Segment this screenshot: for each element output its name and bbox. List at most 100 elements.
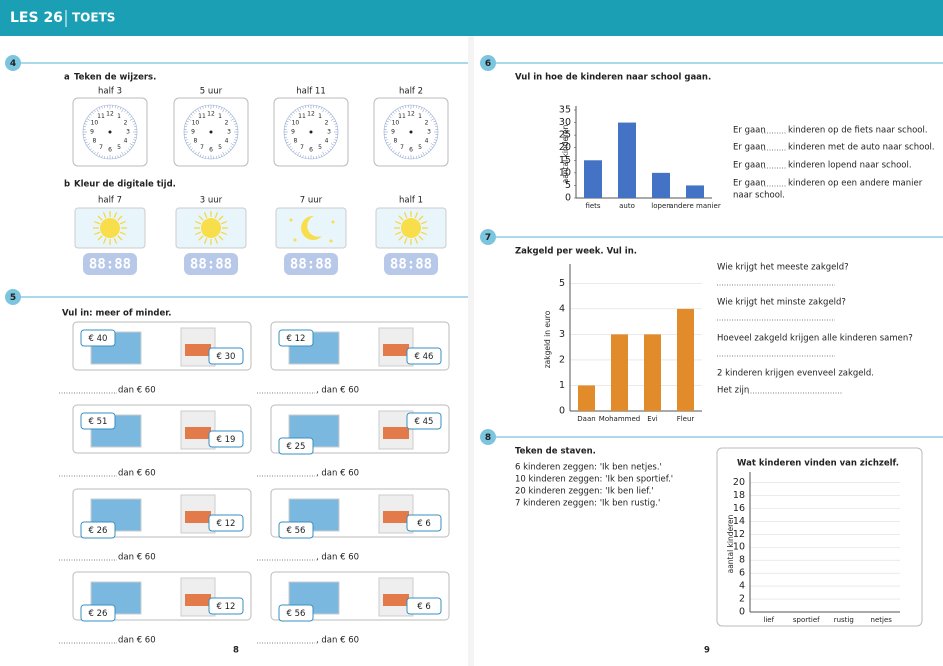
clock-tick bbox=[205, 155, 207, 159]
clock-tick bbox=[285, 139, 288, 141]
clock-tick bbox=[227, 111, 230, 114]
star bbox=[331, 220, 335, 224]
clock-label: 5 uur bbox=[200, 87, 223, 97]
x-tick-label: auto bbox=[619, 202, 635, 210]
sun-ray bbox=[420, 220, 427, 225]
x-tick-label: Fleur bbox=[677, 415, 695, 423]
question: Hoeveel zakgeld krijgen alle kinderen sa… bbox=[717, 334, 913, 344]
clock-label: half 3 bbox=[98, 87, 122, 97]
y-axis-label: zakgeld in euro bbox=[543, 310, 552, 368]
clock-tick bbox=[427, 111, 430, 114]
exercise-number: 6 bbox=[485, 59, 491, 69]
clock-tick bbox=[405, 155, 407, 159]
y-tick-label: 30 bbox=[559, 117, 571, 128]
clock-tick bbox=[101, 155, 103, 158]
product-image-detail bbox=[185, 427, 211, 439]
y-tick-label: 5 bbox=[559, 278, 565, 289]
chart-title: Wat kinderen vinden van zichzelf. bbox=[737, 459, 899, 469]
clock-tick bbox=[234, 136, 238, 138]
clock-tick bbox=[185, 139, 188, 141]
clock-tick bbox=[286, 120, 289, 123]
digital-digits: 88:88 bbox=[290, 257, 332, 273]
clock-tick bbox=[129, 143, 134, 146]
clock-tick bbox=[189, 115, 192, 118]
clock-tick bbox=[318, 155, 320, 158]
clock-tick bbox=[84, 123, 87, 125]
clock-tick bbox=[334, 126, 338, 128]
clock-number: 4 bbox=[124, 138, 128, 145]
sun-ray bbox=[203, 212, 208, 219]
product-image-detail bbox=[383, 427, 409, 439]
bar bbox=[652, 172, 670, 198]
page-number: 8 bbox=[233, 646, 239, 656]
y-tick-label: 20 bbox=[559, 142, 571, 153]
clock-tick bbox=[121, 151, 124, 156]
price-tag bbox=[208, 514, 244, 532]
clock-number: 12 bbox=[207, 111, 215, 118]
clock-tick bbox=[192, 150, 195, 153]
clock-tick bbox=[297, 108, 300, 113]
clock-tick bbox=[194, 151, 197, 154]
clock-tick bbox=[197, 108, 200, 113]
clock-tick bbox=[434, 139, 437, 141]
clock-number: 9 bbox=[90, 129, 94, 136]
clock-tick bbox=[305, 105, 307, 109]
clock-tick bbox=[220, 154, 223, 157]
y-tick-label: 12 bbox=[733, 529, 745, 540]
clock-tick bbox=[233, 120, 236, 123]
clock-tick bbox=[222, 108, 225, 113]
digital-digits: 88:88 bbox=[390, 257, 432, 273]
clock-tick bbox=[402, 155, 404, 158]
clock-tick bbox=[190, 148, 193, 151]
clock-tick bbox=[124, 110, 127, 113]
moon bbox=[301, 215, 322, 240]
clock-tick bbox=[287, 118, 292, 121]
sun bbox=[201, 218, 221, 238]
clock-tick bbox=[85, 141, 88, 144]
clock-tick bbox=[327, 150, 330, 153]
exercise-number: 5 bbox=[10, 293, 16, 303]
clock-number: 3 bbox=[327, 129, 331, 136]
y-axis-label: aantal kinderen bbox=[726, 514, 735, 573]
clock-number: 4 bbox=[225, 138, 229, 145]
sun-ray bbox=[97, 235, 103, 241]
clock-tick bbox=[129, 118, 134, 121]
sentence: naar school. bbox=[733, 191, 785, 201]
clock-tick bbox=[325, 110, 328, 113]
clock-tick bbox=[114, 155, 116, 159]
header-title: LES 26 bbox=[10, 10, 63, 26]
sun-ray bbox=[117, 235, 123, 241]
clock-tick bbox=[430, 143, 435, 146]
clock-tick bbox=[384, 136, 388, 138]
y-tick-label: 3 bbox=[559, 329, 565, 340]
clock-tick bbox=[402, 106, 404, 109]
exercise-number: 7 bbox=[485, 233, 491, 243]
clock-tick bbox=[397, 108, 400, 113]
clock-tick bbox=[89, 113, 92, 116]
star bbox=[329, 239, 333, 243]
clock-tick bbox=[292, 111, 295, 114]
y-tick-label: 4 bbox=[559, 303, 565, 314]
clock-tick bbox=[96, 108, 99, 113]
digital-digits: 88:88 bbox=[89, 257, 131, 273]
answer-text: dan € 60 bbox=[118, 386, 156, 396]
sun-ray bbox=[195, 231, 202, 236]
sun-ray bbox=[414, 212, 419, 219]
clock-tick bbox=[197, 151, 200, 156]
exercise-badge bbox=[5, 289, 21, 305]
price-tag bbox=[278, 437, 314, 455]
price: € 6 bbox=[417, 519, 431, 529]
digital-digits: 88:88 bbox=[190, 257, 232, 273]
clock-tick bbox=[218, 155, 220, 158]
clock-tick bbox=[334, 139, 337, 141]
statement: 10 kinderen zeggen: 'Ik ben sportief.' bbox=[515, 475, 673, 485]
clock-tick bbox=[434, 126, 438, 128]
clock-tick bbox=[305, 155, 307, 159]
clock-tick bbox=[384, 126, 388, 128]
clock-number: 3 bbox=[126, 129, 130, 136]
star bbox=[293, 238, 297, 242]
sun-ray bbox=[97, 215, 103, 221]
y-tick-label: 8 bbox=[739, 555, 745, 566]
time-label: 3 uur bbox=[200, 196, 223, 206]
clock-tick bbox=[290, 148, 293, 151]
